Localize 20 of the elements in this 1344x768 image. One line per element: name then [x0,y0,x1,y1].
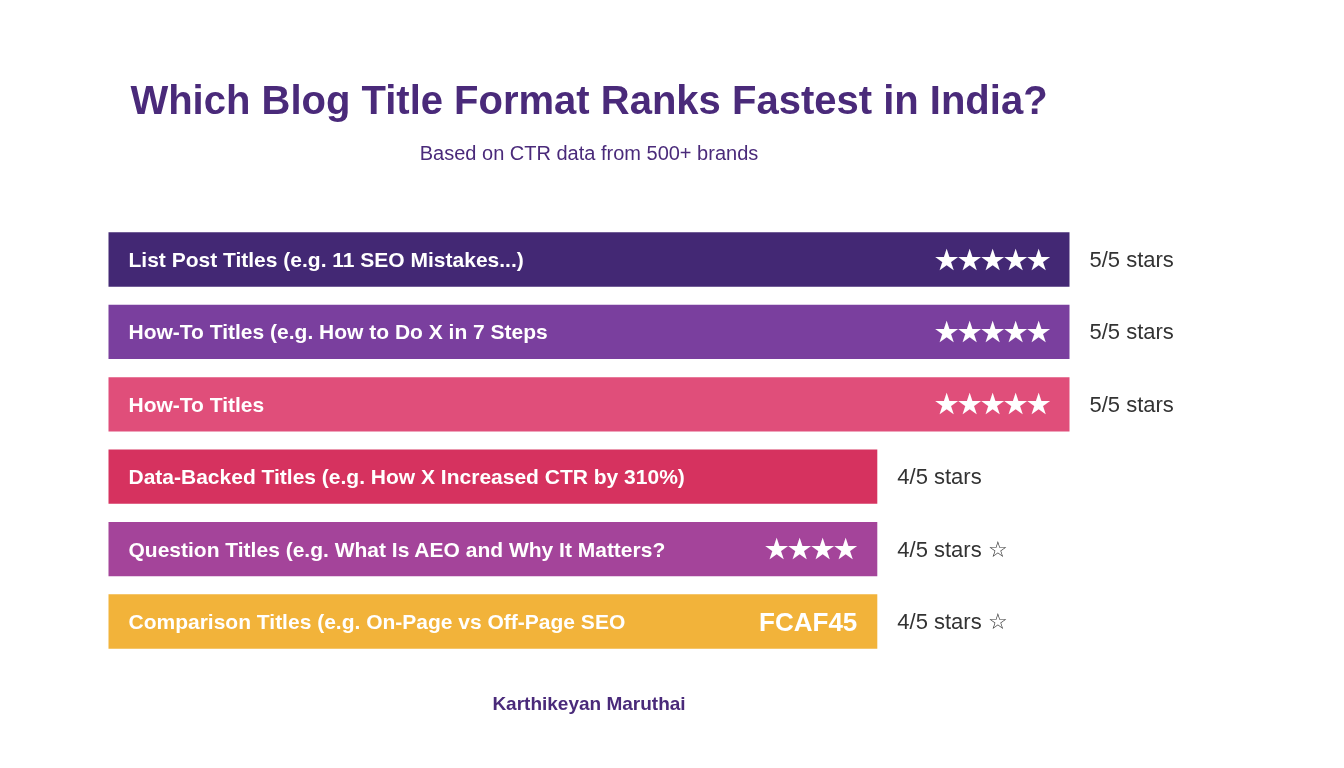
annotation: FCAF45 [759,606,858,637]
annotation: ★★★★★ [934,244,1051,275]
y-tick-label: Data-Backed Titles (e.g. How X Increased CTR by 310%) [128,465,685,489]
data-label: 4/5 stars [897,464,982,490]
data-label: 4/5 stars ☆ [897,536,1008,562]
data-label: 4/5 stars ☆ [897,609,1008,634]
annotation: ★★★★★ [934,316,1051,347]
y-tick-label: How-To Titles (e.g. How to Do X in 7 Steps [128,320,548,344]
data-label: 5/5 stars [1089,247,1174,272]
y-tick-label: List Post Titles (e.g. 11 SEO Mistakes...) [128,248,524,271]
annotation: ★★★★★ [934,389,1051,420]
chart-subtitle: Based on CTR data from 500+ brands [419,142,759,165]
y-tick-label: Comparison Titles (e.g. On-Page vs Off-Page SEO [128,610,626,633]
annotation: ★★★★ [765,534,859,565]
chart-title: Which Blog Title Format Ranks Fastest in India? [130,78,1048,123]
y-tick-label: Question Titles (e.g. What Is AEO and Why It Matters? [128,537,666,561]
text: Karthikeyan Maruthai [492,692,686,714]
data-label: 5/5 stars [1089,319,1174,345]
data-label: 5/5 stars [1089,391,1174,417]
y-tick-label: How-To Titles [128,392,265,416]
